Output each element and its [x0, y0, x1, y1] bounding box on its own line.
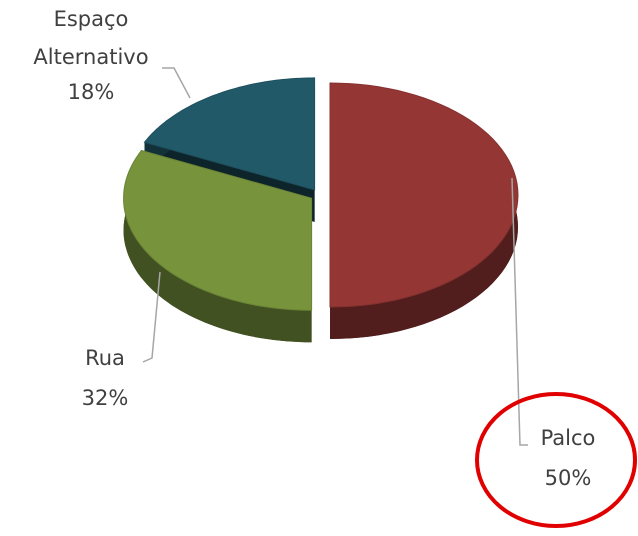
slice-label: Rua 32%: [55, 338, 155, 418]
category-label: Rua: [85, 346, 125, 370]
value-label: 32%: [81, 386, 129, 410]
value-label: 50%: [544, 466, 592, 490]
leader-line: [142, 271, 161, 363]
slice-label: Palco 50%: [518, 418, 618, 498]
leader-line: [162, 67, 191, 99]
slice-label: Espaço Alternativo 18%: [6, 0, 176, 108]
leader-line: [511, 177, 528, 446]
slice: [123, 149, 313, 343]
slice-top: [329, 82, 519, 308]
slice-side: [123, 150, 312, 343]
value-label: 18%: [67, 80, 115, 104]
slice-top: [123, 149, 313, 311]
slice-top: [143, 77, 316, 191]
pie: [123, 77, 519, 343]
highlight-circle: [475, 392, 637, 528]
slice: [329, 82, 519, 339]
category-label: Espaço Alternativo: [33, 7, 149, 69]
category-label: Palco: [540, 426, 596, 450]
